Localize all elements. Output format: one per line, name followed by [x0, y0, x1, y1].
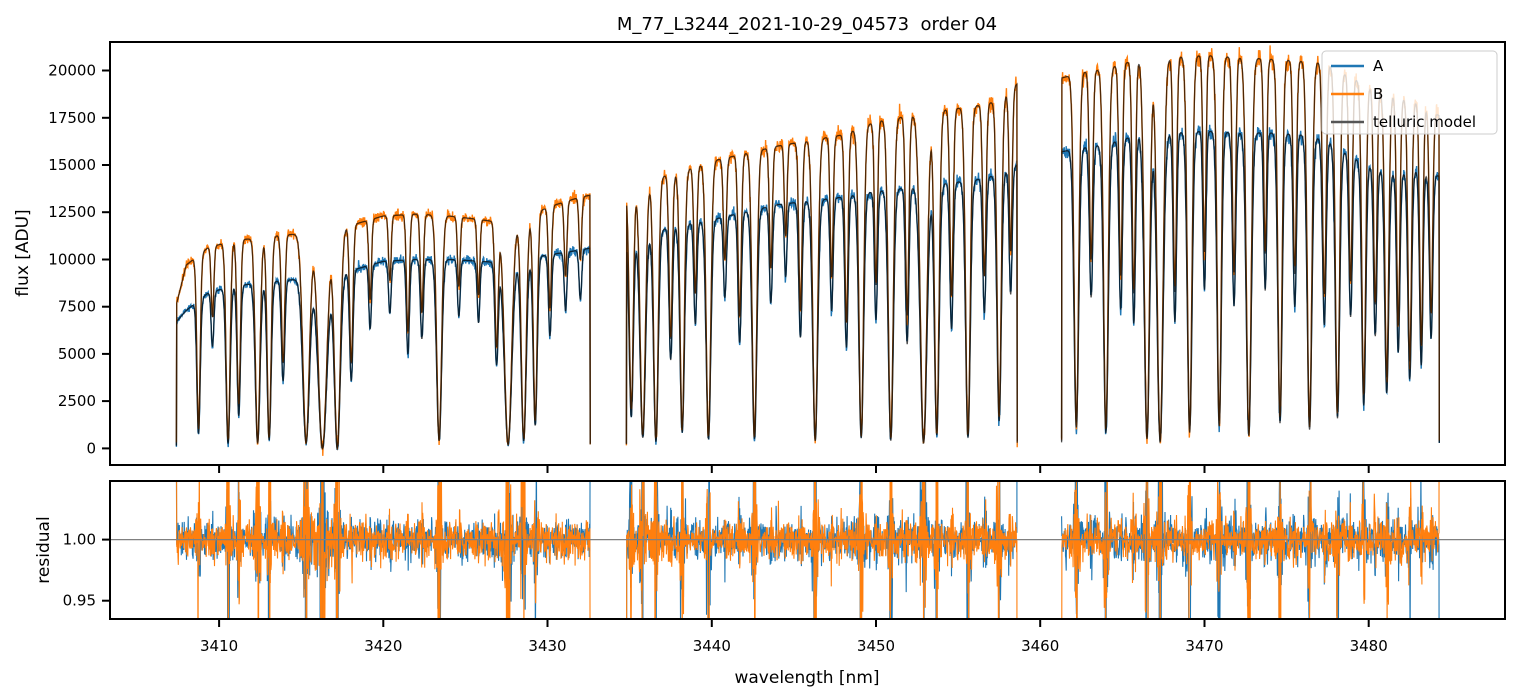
axis-ticks	[102, 69, 1370, 627]
x-axis-label: wavelength [nm]	[734, 668, 879, 688]
axis-tick-labels: 0 2500 5000 7500 10000 12500 15000 17500 20000 0.…	[48, 62, 1388, 656]
x-tick-label: 3440	[693, 637, 731, 655]
residual-y-tick-label: 0.95	[63, 592, 96, 610]
residual-y-tick-label: 1.00	[63, 531, 96, 549]
telluric-model-lines	[175, 55, 1440, 451]
legend-box	[1321, 50, 1498, 135]
x-tick-label: 3410	[200, 637, 238, 655]
residual-panel-series	[175, 481, 1440, 619]
legend: A B telluric model	[1321, 50, 1498, 135]
flux-y-axis-label: flux [ADU]	[13, 209, 33, 296]
flux-y-tick-label: 0	[86, 439, 96, 457]
x-tick-label: 3430	[528, 637, 566, 655]
flux-y-tick-label: 7500	[58, 298, 96, 316]
residual-b-line	[176, 481, 1440, 619]
flux-y-tick-label: 10000	[48, 251, 96, 269]
legend-label-telluric-model: telluric model	[1373, 113, 1476, 131]
x-tick-label: 3460	[1021, 637, 1059, 655]
flux-y-tick-label: 12500	[48, 203, 96, 221]
flux-panel-frame	[109, 41, 1506, 466]
x-tick-label: 3470	[1185, 637, 1223, 655]
figure-title: M_77_L3244_2021-10-29_04573 order 04	[617, 14, 997, 35]
flux-y-tick-label: 20000	[48, 62, 96, 80]
residual-y-axis-label: residual	[34, 516, 54, 583]
legend-label-a: A	[1373, 57, 1384, 75]
flux-y-tick-label: 17500	[48, 109, 96, 127]
flux-y-tick-label: 15000	[48, 156, 96, 174]
x-tick-label: 3420	[364, 637, 402, 655]
flux-y-tick-label: 2500	[58, 392, 96, 410]
residual-panel-frame	[109, 480, 1506, 620]
flux-y-tick-label: 5000	[58, 345, 96, 363]
flux-panel-series	[175, 45, 1440, 456]
telluric-model-over-b	[175, 55, 1440, 451]
x-tick-label: 3450	[857, 637, 895, 655]
legend-label-b: B	[1373, 85, 1383, 103]
x-tick-label: 3480	[1350, 637, 1388, 655]
